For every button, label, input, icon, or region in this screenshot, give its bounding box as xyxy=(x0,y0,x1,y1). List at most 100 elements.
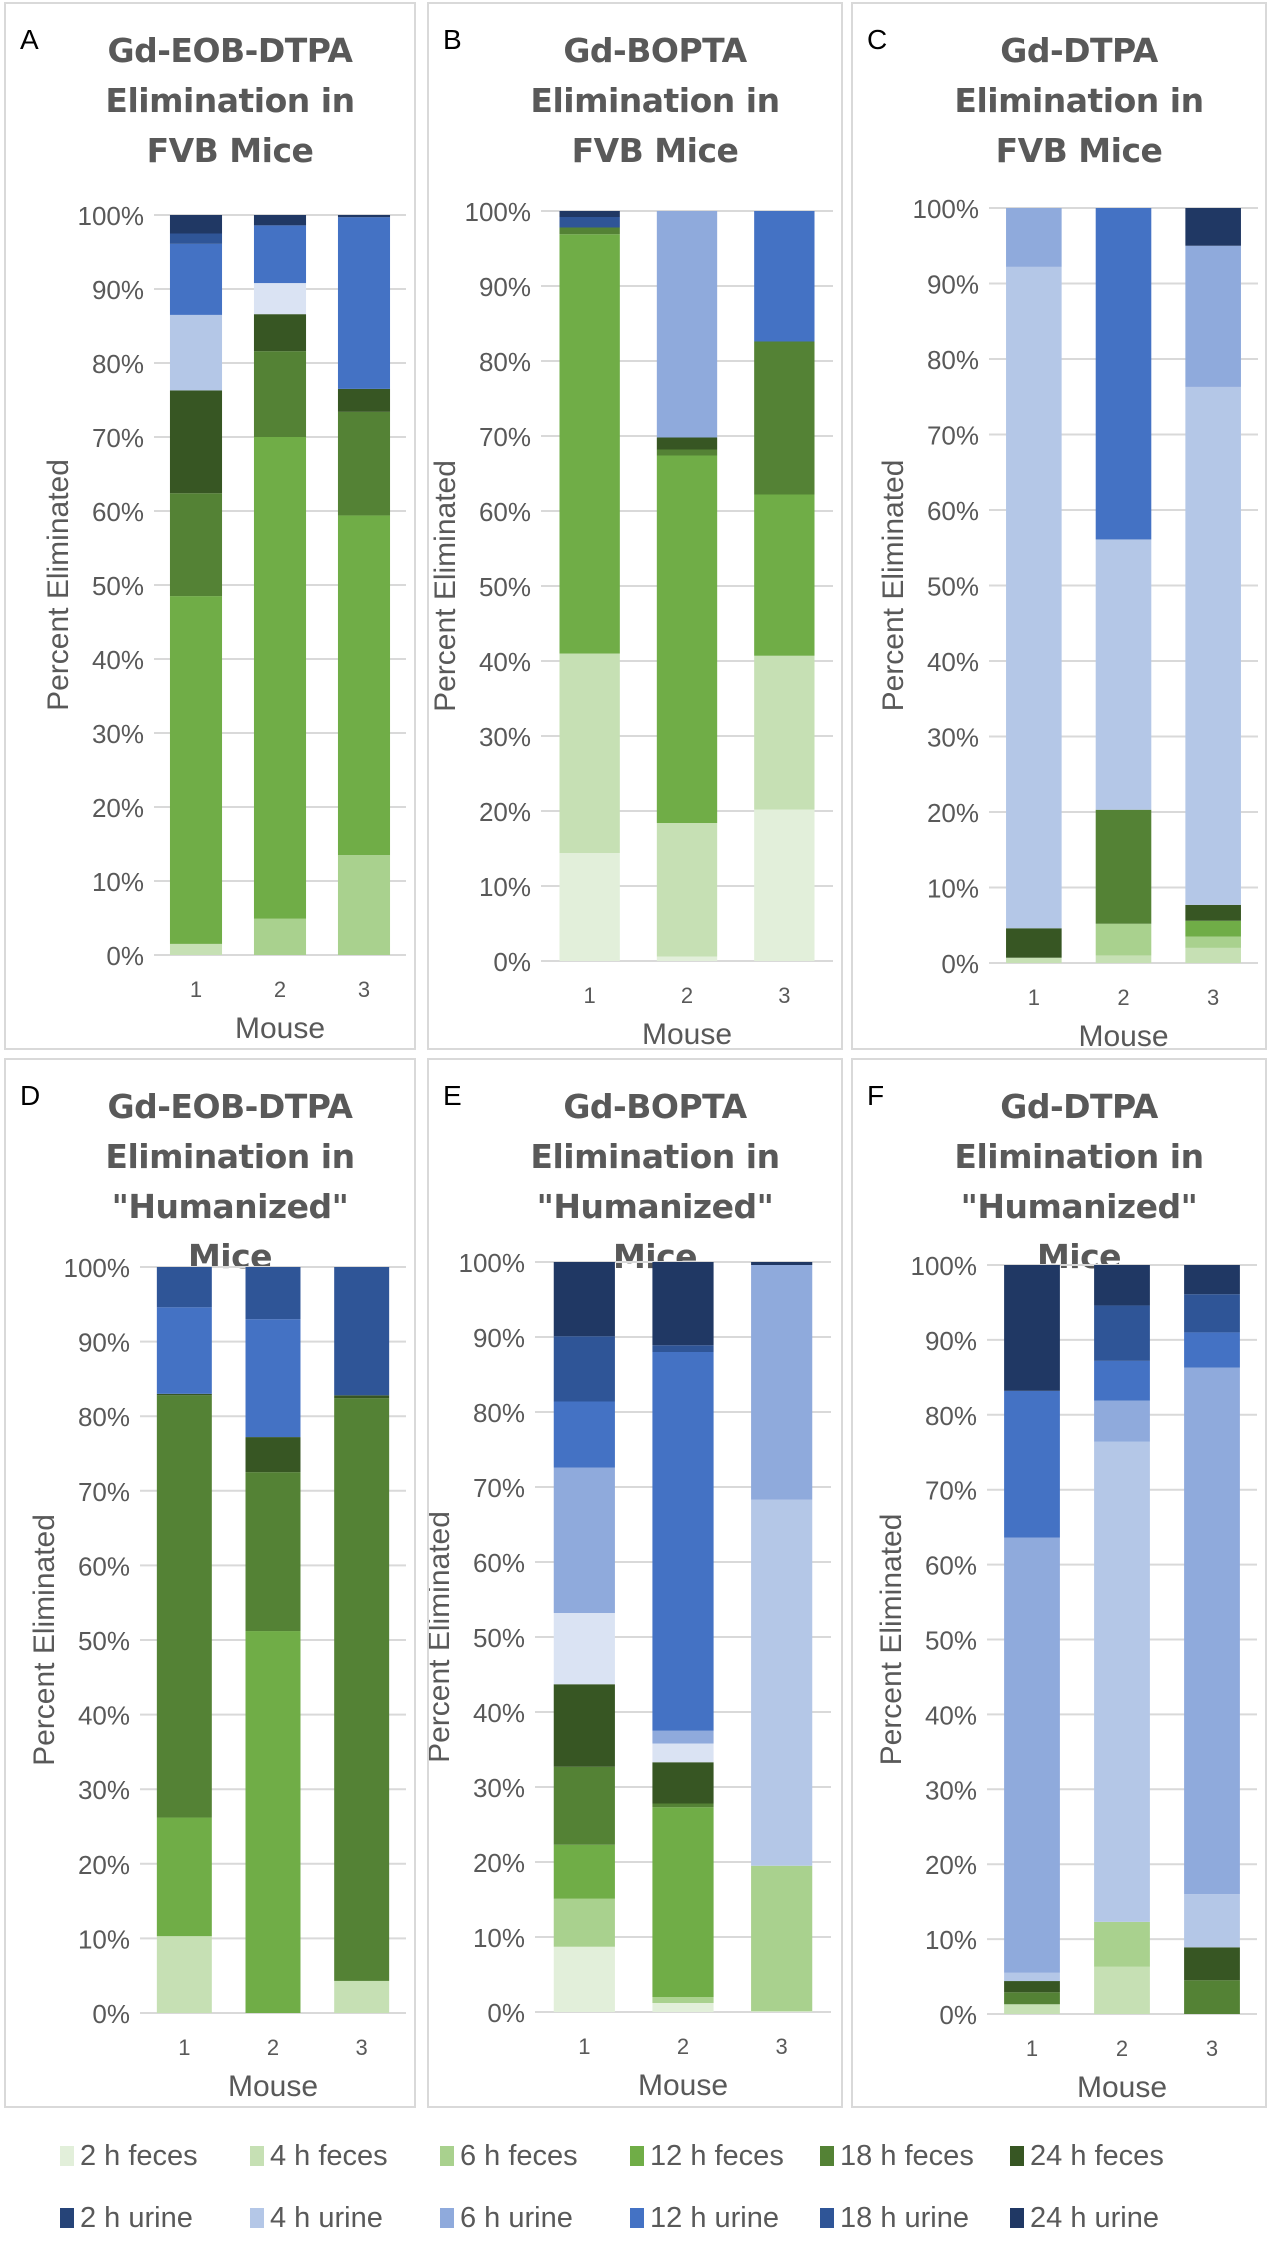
bar-stack xyxy=(1184,1265,1240,2014)
bar-segment xyxy=(656,211,718,438)
bar-segment xyxy=(751,2011,813,2012)
bar-segment xyxy=(245,1437,301,1473)
y-tick-label: 50% xyxy=(78,1626,130,1656)
legend-label: 6 h urine xyxy=(460,2201,573,2234)
stacked-bar-chart: 0% 10% 20% 30% 40% 50% 60% 70% 80% 90% 100% Percent… xyxy=(429,197,833,1051)
title-line: "Humanized" xyxy=(960,1187,1198,1226)
x-tick-label: 1 xyxy=(190,977,202,1002)
y-tick-label: 10% xyxy=(92,867,144,897)
bar-segment xyxy=(1006,928,1062,958)
legend-swatch-icon xyxy=(60,2208,74,2228)
y-tick-label: 40% xyxy=(925,1700,977,1730)
x-axis-label: Mouse xyxy=(638,2069,728,2102)
legend-item: 12 h urine xyxy=(630,2202,820,2235)
legend-label: 24 h feces xyxy=(1030,2139,1164,2172)
legend-label: 4 h feces xyxy=(270,2139,388,2172)
y-tick-label: 0% xyxy=(92,1999,130,2029)
bar-segment xyxy=(156,1267,212,1308)
bar-segment xyxy=(169,314,223,391)
bar-segment xyxy=(334,1395,390,1399)
legend-item: 2 h feces xyxy=(60,2140,250,2173)
bar-segment xyxy=(652,1345,714,1352)
bar-segment xyxy=(169,233,223,244)
y-tick-label: 70% xyxy=(925,1476,977,1506)
legend-item: 24 h feces xyxy=(1010,2140,1200,2173)
bar-segment xyxy=(337,388,391,412)
y-tick-label: 80% xyxy=(473,1398,525,1428)
chart-panel-e: E Gd-BOPTA Elimination in "Humanized" Mi… xyxy=(427,1058,843,2108)
chart-panel-d: D Gd-EOB-DTPA Elimination in "Humanized"… xyxy=(4,1058,416,2108)
bar-segment xyxy=(1184,1894,1240,1948)
legend-swatch-icon xyxy=(250,2208,264,2228)
bar-segment xyxy=(253,225,307,284)
bar-segment xyxy=(253,351,307,437)
x-axis-label: Mouse xyxy=(235,1012,325,1045)
bar-segment xyxy=(1094,1966,1150,2014)
x-tick-label: 3 xyxy=(1206,2036,1218,2061)
bar-segment xyxy=(1006,266,1062,929)
stacked-bar-chart: 0% 10% 20% 30% 40% 50% 60% 70% 80% 90% 100% Percent… xyxy=(429,1248,831,2102)
bar-segment xyxy=(1004,1992,1060,2005)
bar-segment xyxy=(1184,1980,1240,2014)
y-axis-label: Percent Eliminated xyxy=(877,460,910,712)
bar-stack xyxy=(656,211,718,961)
bar-segment xyxy=(169,493,223,597)
bar-segment xyxy=(754,655,815,810)
bar-segment xyxy=(656,823,718,957)
chart-title: Gd-DTPA Elimination in "Humanized" Mice xyxy=(913,1082,1245,1282)
title-line: FVB Mice xyxy=(146,131,314,170)
x-tick-label: 1 xyxy=(1028,985,1040,1010)
legend-swatch-icon xyxy=(1010,2146,1024,2166)
bar-segment xyxy=(1185,245,1241,387)
legend-item: 18 h urine xyxy=(820,2202,1010,2235)
stacked-bar-chart: 0% 10% 20% 30% 40% 50% 60% 70% 80% 90% 100% Percent… xyxy=(28,1253,406,2103)
y-tick-label: 90% xyxy=(473,1323,525,1353)
bar-segment xyxy=(156,1817,212,1937)
stacked-bar-chart: 0% 10% 20% 30% 40% 50% 60% 70% 80% 90% 100% Percent… xyxy=(875,1251,1257,2104)
bar-segment xyxy=(553,1336,615,1402)
legend-label: 6 h feces xyxy=(460,2139,578,2172)
bar-segment xyxy=(334,1267,390,1396)
y-tick-label: 90% xyxy=(479,272,531,302)
title-line: Gd-BOPTA xyxy=(563,1087,747,1126)
bar-segment xyxy=(1184,1265,1240,1295)
title-line: Gd-EOB-DTPA xyxy=(107,31,353,70)
y-tick-label: 100% xyxy=(911,1251,978,1281)
y-tick-label: 60% xyxy=(473,1548,525,1578)
title-line: "Humanized" xyxy=(536,1187,774,1226)
y-tick-label: 30% xyxy=(92,719,144,749)
bar-segment xyxy=(559,211,620,217)
bar-segment xyxy=(559,234,620,654)
title-line: FVB Mice xyxy=(571,131,739,170)
bar-stack xyxy=(553,1262,615,2012)
y-tick-label: 50% xyxy=(473,1623,525,1653)
bar-segment xyxy=(337,411,391,516)
bar-stack xyxy=(253,215,307,955)
bar-segment xyxy=(652,1803,714,1808)
y-tick-label: 20% xyxy=(479,797,531,827)
bar-segment xyxy=(1094,1305,1150,1361)
bar-segment xyxy=(656,956,718,961)
legend-swatch-icon xyxy=(60,2146,74,2166)
title-line: Elimination in xyxy=(105,1137,355,1176)
y-tick-label: 50% xyxy=(927,572,979,602)
y-tick-label: 70% xyxy=(92,423,144,453)
bar-stack xyxy=(652,1262,714,2012)
bar-segment xyxy=(559,227,620,235)
y-tick-label: 20% xyxy=(927,798,979,828)
y-tick-label: 80% xyxy=(927,345,979,375)
panel-letter: B xyxy=(443,24,462,55)
bar-segment xyxy=(652,2003,714,2012)
y-tick-label: 20% xyxy=(78,1850,130,1880)
legend-label: 18 h feces xyxy=(840,2139,974,2172)
bar-segment xyxy=(652,1807,714,1997)
bar-stack xyxy=(559,211,620,961)
legend-item: 6 h feces xyxy=(440,2140,630,2173)
y-tick-label: 100% xyxy=(78,201,145,231)
y-tick-label: 90% xyxy=(78,1328,130,1358)
y-tick-label: 30% xyxy=(479,722,531,752)
x-axis-label: Mouse xyxy=(1078,1020,1168,1052)
y-tick-label: 40% xyxy=(78,1701,130,1731)
bar-segment xyxy=(253,918,307,955)
legend-swatch-icon xyxy=(1010,2208,1024,2228)
